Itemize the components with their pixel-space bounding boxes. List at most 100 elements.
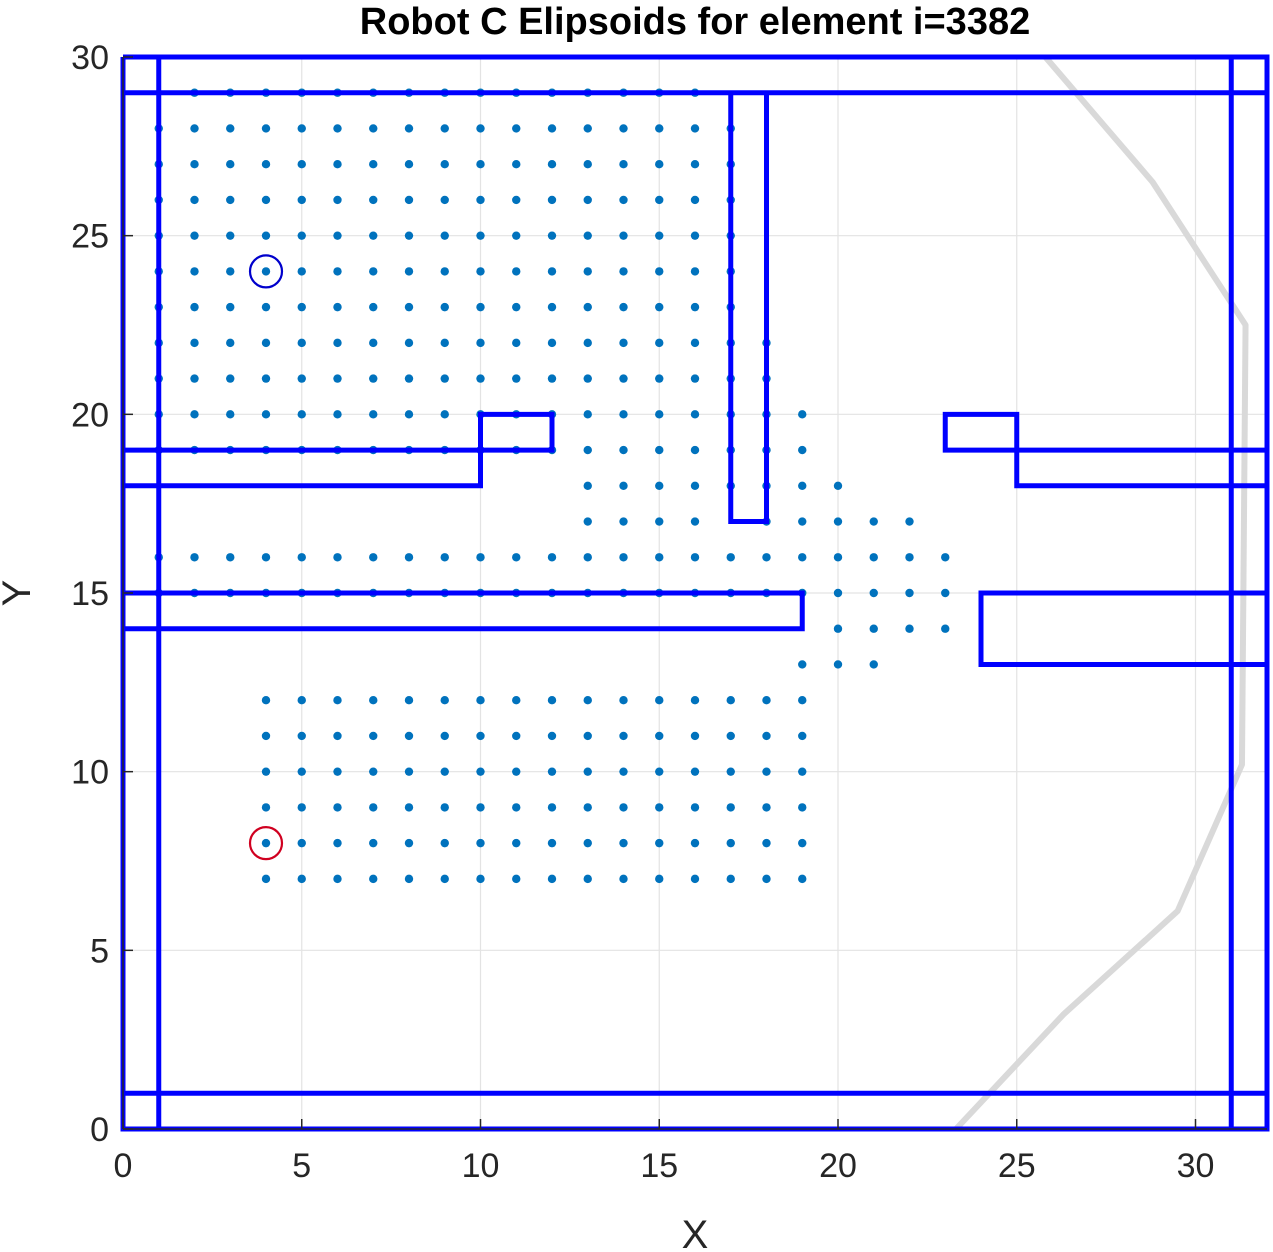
wall-segment xyxy=(728,92,769,525)
data-point xyxy=(369,553,378,562)
chart-title: Robot C Elipsoids for element i=3382 xyxy=(360,1,1030,43)
data-point xyxy=(690,838,700,848)
data-point xyxy=(619,124,628,133)
wall-segment xyxy=(123,411,555,453)
data-point xyxy=(619,374,628,383)
data-point xyxy=(726,767,735,776)
data-point xyxy=(690,267,700,276)
data-point xyxy=(583,410,592,419)
data-point xyxy=(476,267,485,276)
data-point xyxy=(512,160,521,169)
data-point xyxy=(547,374,557,383)
y-tick-label: 0 xyxy=(90,1111,109,1149)
data-point xyxy=(655,874,664,884)
data-point xyxy=(619,803,628,812)
data-point xyxy=(547,874,557,884)
data-point xyxy=(619,445,628,455)
data-point xyxy=(833,517,843,526)
data-point xyxy=(655,445,664,455)
data-point xyxy=(226,302,235,312)
data-point xyxy=(369,124,378,133)
data-point xyxy=(297,553,306,562)
data-point xyxy=(297,195,306,205)
data-point xyxy=(333,803,342,812)
data-point xyxy=(798,445,807,455)
y-tick-label: 20 xyxy=(71,396,109,434)
data-point xyxy=(655,374,664,383)
x-tick-label: 5 xyxy=(292,1147,311,1185)
data-point xyxy=(762,731,771,741)
data-point xyxy=(583,302,592,312)
data-point xyxy=(583,517,592,526)
data-point xyxy=(619,517,628,526)
data-point xyxy=(297,231,306,240)
data-point xyxy=(261,231,271,240)
axes-frame xyxy=(122,56,1267,1130)
data-point xyxy=(583,838,592,848)
data-point xyxy=(404,124,414,133)
data-point xyxy=(297,374,306,383)
data-point xyxy=(690,553,700,562)
x-tick-label: 30 xyxy=(1177,1147,1215,1185)
data-point xyxy=(261,696,271,705)
goal-marker xyxy=(248,826,284,861)
data-point xyxy=(583,338,592,348)
data-point xyxy=(297,338,306,348)
data-point xyxy=(261,731,271,741)
data-point xyxy=(369,267,378,276)
x-tick-label: 20 xyxy=(819,1147,857,1185)
data-point xyxy=(226,231,235,240)
data-point xyxy=(726,838,735,848)
data-point xyxy=(476,302,485,312)
start-marker xyxy=(248,254,284,289)
data-point xyxy=(261,767,271,776)
data-point xyxy=(440,374,449,383)
data-point xyxy=(440,696,449,705)
data-point xyxy=(190,267,199,276)
trajectory-line xyxy=(953,55,1249,1132)
data-point xyxy=(690,874,700,884)
data-point xyxy=(690,302,700,312)
data-point xyxy=(690,517,700,526)
data-point xyxy=(655,696,664,705)
data-point xyxy=(726,696,735,705)
data-point xyxy=(583,731,592,741)
data-point xyxy=(583,124,592,133)
data-point xyxy=(404,553,414,562)
data-point xyxy=(333,874,342,884)
data-point xyxy=(404,696,414,705)
data-point xyxy=(512,838,521,848)
data-point xyxy=(583,874,592,884)
y-tick-label: 25 xyxy=(71,218,109,256)
data-point xyxy=(512,767,521,776)
data-point xyxy=(798,731,807,741)
data-point xyxy=(547,838,557,848)
data-point xyxy=(297,803,306,812)
data-point xyxy=(261,374,271,383)
data-point xyxy=(905,624,914,633)
data-point xyxy=(655,803,664,812)
data-point xyxy=(512,231,521,240)
data-point xyxy=(404,767,414,776)
data-point xyxy=(261,874,271,884)
data-point xyxy=(583,231,592,240)
data-point xyxy=(226,267,235,276)
data-point xyxy=(190,410,199,419)
data-point xyxy=(690,160,700,169)
data-point xyxy=(547,553,557,562)
data-point xyxy=(941,588,950,598)
data-point xyxy=(190,195,199,205)
data-point xyxy=(226,374,235,383)
data-point xyxy=(547,267,557,276)
data-point xyxy=(333,696,342,705)
data-point xyxy=(690,338,700,348)
x-tick-label: 25 xyxy=(998,1147,1036,1185)
data-point xyxy=(726,731,735,741)
data-point xyxy=(798,553,807,562)
data-point xyxy=(512,696,521,705)
data-point xyxy=(333,553,342,562)
data-point xyxy=(333,410,342,419)
data-point xyxy=(404,267,414,276)
data-point xyxy=(690,445,700,455)
